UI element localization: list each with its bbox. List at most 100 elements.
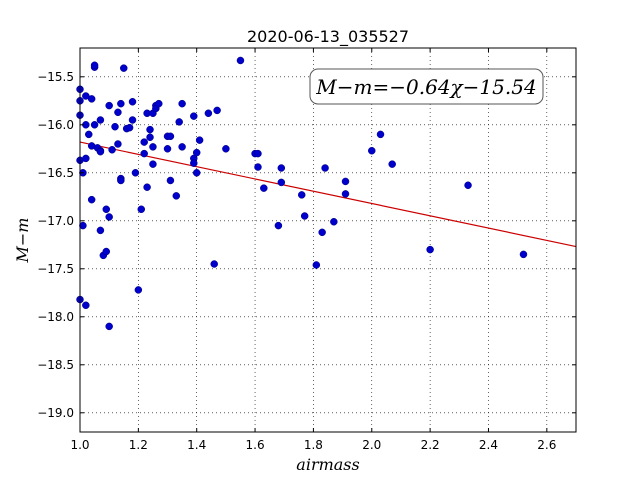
- data-point: [90, 61, 99, 70]
- y-tick-label: −16.5: [37, 166, 74, 180]
- data-point: [277, 164, 286, 172]
- data-point: [82, 301, 90, 310]
- data-point: [105, 101, 113, 110]
- y-tick-labels: −15.5 −16.0 −16.5 −17.0 −17.5 −18.0 −18.5 −19.0: [37, 70, 74, 420]
- data-point: [172, 192, 181, 200]
- data-point: [204, 109, 213, 118]
- data-point: [464, 181, 472, 190]
- annotation-text: M−m=−0.64χ−15.54: [315, 75, 536, 99]
- data-point: [102, 247, 111, 256]
- fit-line: [79, 141, 577, 248]
- data-point: [79, 221, 87, 230]
- data-point: [166, 132, 175, 141]
- data-point: [128, 98, 137, 106]
- x-tick-label: 2.2: [421, 438, 440, 452]
- x-tick-label: 2.6: [537, 438, 556, 452]
- data-point: [114, 140, 122, 148]
- data-point: [114, 108, 122, 117]
- data-point: [175, 118, 183, 126]
- data-point: [192, 148, 201, 157]
- data-point: [341, 177, 350, 186]
- data-point: [87, 95, 96, 103]
- points-layer: [76, 56, 528, 331]
- y-tick-label: −16.0: [37, 118, 74, 132]
- data-point: [376, 130, 385, 139]
- y-tick-label: −17.5: [37, 262, 74, 276]
- x-tick-label: 2.4: [479, 438, 498, 452]
- x-axis-label: airmass: [296, 455, 359, 474]
- data-point: [166, 176, 175, 185]
- data-point: [131, 169, 140, 177]
- fit-layer: [79, 141, 577, 248]
- x-tick-label: 2.0: [362, 438, 381, 452]
- data-point: [213, 106, 221, 115]
- data-point: [236, 56, 245, 65]
- y-tick-label: −18.5: [37, 358, 74, 372]
- data-point: [146, 125, 154, 134]
- data-point: [96, 116, 105, 124]
- data-point: [312, 261, 321, 269]
- data-point: [108, 146, 116, 154]
- data-point: [368, 146, 376, 155]
- data-point: [134, 286, 143, 294]
- data-point: [96, 147, 105, 156]
- data-point: [190, 159, 198, 167]
- data-point: [321, 164, 329, 172]
- y-tick-label: −17.0: [37, 214, 74, 228]
- data-point: [82, 154, 90, 163]
- data-point: [85, 130, 93, 139]
- data-point: [102, 205, 111, 214]
- data-point: [128, 116, 137, 124]
- data-point: [178, 99, 186, 108]
- y-tick-label: −19.0: [37, 406, 74, 420]
- data-point: [149, 143, 157, 151]
- data-point: [117, 176, 125, 185]
- data-point: [330, 218, 338, 226]
- x-tick-label: 1.2: [129, 438, 148, 452]
- data-point: [90, 121, 99, 129]
- data-point: [519, 250, 528, 259]
- data-point: [96, 226, 105, 235]
- data-point: [388, 160, 396, 168]
- data-point: [111, 122, 119, 131]
- data-point: [155, 99, 163, 108]
- data-point: [146, 133, 154, 142]
- data-point: [117, 99, 125, 108]
- data-point: [190, 112, 198, 120]
- fit-annotation: M−m=−0.64χ−15.54: [309, 68, 544, 105]
- data-point: [125, 123, 134, 132]
- data-point: [260, 184, 268, 192]
- chart-title: 2020-06-13_035527: [247, 27, 409, 47]
- data-point: [254, 163, 262, 171]
- annotation-box: [309, 68, 544, 105]
- data-point: [137, 205, 146, 214]
- data-point: [140, 149, 148, 158]
- y-axis-label: M−m: [13, 218, 32, 264]
- data-point: [274, 221, 283, 230]
- x-tick-label: 1.0: [70, 438, 89, 452]
- data-point: [143, 183, 151, 191]
- ticks: [79, 48, 576, 432]
- data-point: [105, 213, 113, 221]
- x-tick-label: 1.4: [187, 438, 206, 452]
- data-point: [210, 260, 218, 268]
- data-point: [140, 138, 148, 146]
- data-point: [192, 169, 201, 177]
- plot-frame: [79, 47, 577, 433]
- data-point: [120, 64, 128, 72]
- data-point: [87, 195, 96, 204]
- data-point: [426, 245, 434, 254]
- data-point: [178, 143, 186, 151]
- x-tick-labels: 1.0 1.2 1.4 1.6 1.8 2.0 2.2 2.4 2.6: [70, 438, 556, 452]
- data-point: [277, 178, 286, 187]
- x-tick-label: 1.6: [246, 438, 265, 452]
- x-tick-label: 1.8: [304, 438, 323, 452]
- data-point: [297, 191, 306, 199]
- data-point: [254, 149, 262, 158]
- data-point: [195, 136, 204, 144]
- y-tick-label: −15.5: [37, 70, 74, 84]
- data-point: [300, 212, 309, 220]
- data-point: [149, 160, 157, 168]
- data-point: [163, 145, 172, 153]
